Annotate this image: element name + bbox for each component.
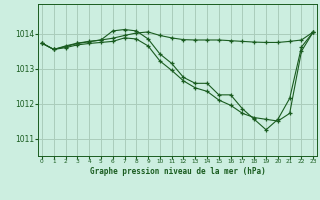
- X-axis label: Graphe pression niveau de la mer (hPa): Graphe pression niveau de la mer (hPa): [90, 167, 266, 176]
